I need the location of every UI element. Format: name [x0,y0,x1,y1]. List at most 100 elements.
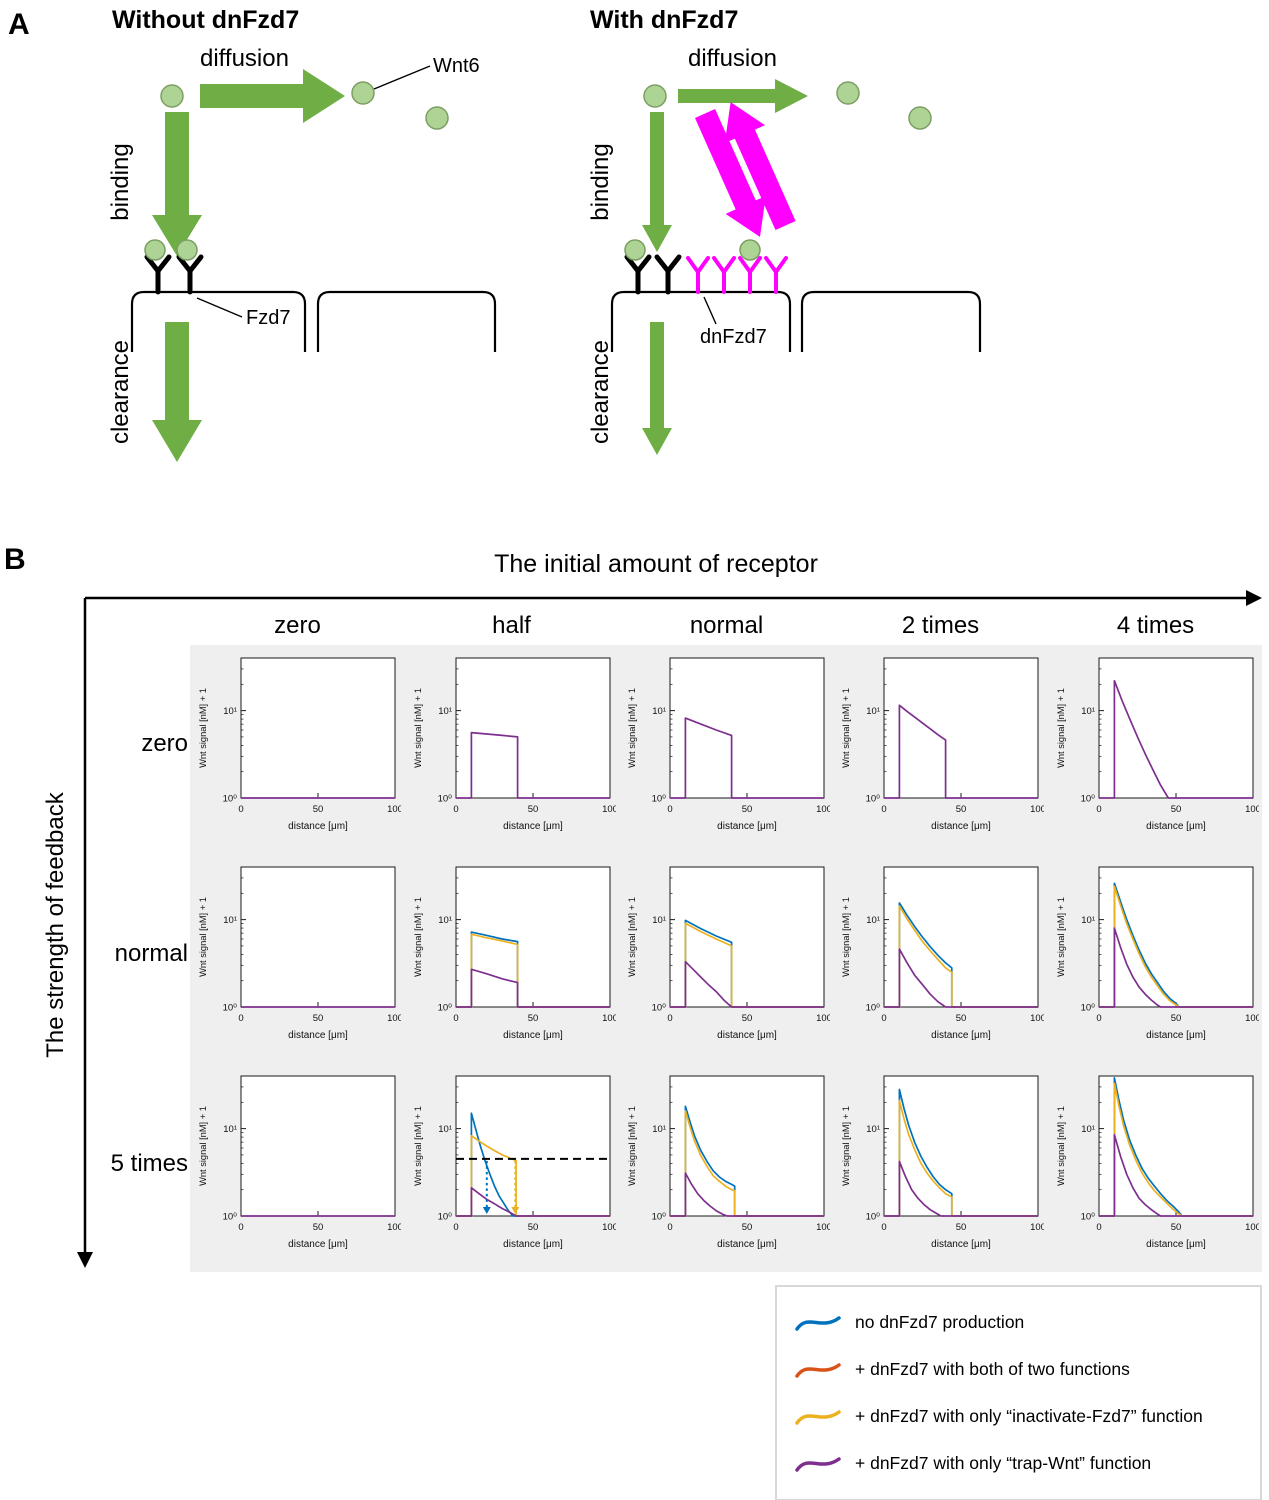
subplot-5times-normal: 10⁰ 10¹ 0 50 100 distance [μm] Wnt signal [nM]… [622,1068,832,1268]
x-tick-label: 100 [816,804,830,815]
diffusion-arrow [678,79,808,113]
y-tick-label: 10⁰ [866,1002,881,1013]
right-clearance-label: clearance [587,340,614,444]
x-tick-label: 50 [1170,804,1181,815]
right-title: With dnFzd7 [590,6,738,34]
legend-label: + dnFzd7 with only “inactivate-Fzd7” fun… [855,1406,1203,1426]
x-tick-label: 50 [527,804,538,815]
x-tick-label: 50 [1170,1222,1181,1233]
y-axis-label: Wnt signal [nM] + 1 [841,897,851,977]
column-axis-arrowhead [1246,590,1262,606]
chart-grid: 10⁰ 10¹ 0 50 100 distance [μm] Wnt signal [nM]… [190,645,1262,1272]
y-tick-label: 10¹ [223,706,237,717]
y-axis-label: Wnt signal [nM] + 1 [198,897,208,977]
y-tick-label: 10⁰ [437,793,452,804]
column-header-half: half [492,612,531,639]
series-line [1098,885,1253,1008]
x-axis-label: distance [μm] [932,1030,992,1041]
y-tick-label: 10¹ [867,915,881,926]
y-axis-label: Wnt signal [nM] + 1 [413,897,423,977]
y-tick-label: 10⁰ [866,793,881,804]
range-arrowhead [482,1206,491,1214]
y-axis-label: Wnt signal [nM] + 1 [627,1106,637,1186]
binding-arrow [152,112,202,256]
x-axis-label: distance [μm] [1146,821,1206,832]
x-tick-label: 50 [313,1222,324,1233]
y-tick-label: 10¹ [652,706,666,717]
series-line [1098,926,1253,1008]
series-line [669,1104,824,1217]
series-line [884,1099,1039,1217]
subplot-zero-zero: 10⁰ 10¹ 0 50 100 distance [μm] Wnt signal [nM]… [193,650,403,850]
x-tick-label: 100 [1030,1013,1044,1024]
plot-area [883,1075,1039,1216]
plot-area [455,657,611,798]
x-axis-label: distance [μm] [717,1239,777,1250]
wnt6-molecule [643,84,667,108]
left-title: Without dnFzd7 [112,6,299,34]
series-line [669,1109,824,1217]
y-axis-label: Wnt signal [nM] + 1 [413,1106,423,1186]
plot-area [455,866,611,1007]
x-tick-label: 100 [1030,804,1044,815]
subplot-zero-normal: 10⁰ 10¹ 0 50 100 distance [μm] Wnt signal [nM]… [622,650,832,850]
y-tick-label: 10⁰ [437,1211,452,1222]
column-axis-title: The initial amount of receptor [494,550,818,578]
legend-label: no dnFzd7 production [855,1312,1025,1332]
plot-area [240,657,396,798]
legend-marker [795,1315,841,1331]
cell-membrane [316,290,497,352]
dnfzd7-receptor [686,256,788,294]
left-diffusion-label: diffusion [200,45,289,72]
bound-wnt6-molecule [144,239,166,261]
x-tick-label: 0 [239,1013,244,1024]
bound-wnt6-molecule [624,239,646,261]
legend-item-1: + dnFzd7 with both of two functions [795,1346,1242,1393]
x-tick-label: 50 [527,1013,538,1024]
y-tick-label: 10⁰ [223,793,238,804]
dnfzd7-label: dnFzd7 [700,326,767,348]
x-axis-label: distance [μm] [288,1030,348,1041]
wnt6-pointer-line [373,65,431,90]
series-line [1098,1081,1253,1217]
right-diffusion-label: diffusion [688,45,777,72]
wnt6-molecule [351,81,375,105]
subplot-zero-2times: 10⁰ 10¹ 0 50 100 distance [μm] Wnt signal [nM]… [836,650,1046,850]
legend: no dnFzd7 production + dnFzd7 with both o… [775,1285,1262,1500]
x-tick-label: 50 [742,1222,753,1233]
x-tick-label: 100 [816,1013,830,1024]
binding-arrow [642,112,672,252]
y-tick-label: 10¹ [1081,915,1095,926]
x-axis-label: distance [μm] [503,821,563,832]
series-line [455,967,610,1008]
row-header-normal: normal [114,940,188,967]
x-tick-label: 50 [742,1013,753,1024]
plot-area [669,657,825,798]
series-line [1098,1076,1253,1217]
x-tick-label: 0 [239,1222,244,1233]
series-line [669,1171,824,1217]
right-binding-label: binding [587,143,614,220]
diffusion-arrow [200,69,345,123]
series-line [1098,1133,1253,1217]
y-tick-label: 10¹ [438,1124,452,1135]
x-tick-label: 0 [1096,1222,1101,1233]
x-tick-label: 50 [313,804,324,815]
x-axis-label: distance [μm] [717,821,777,832]
legend-item-0: no dnFzd7 production [795,1299,1242,1346]
clearance-arrow [642,322,672,455]
y-tick-label: 10¹ [867,1124,881,1135]
legend-label: + dnFzd7 with both of two functions [855,1359,1130,1379]
cell-membrane [610,290,792,352]
x-tick-label: 100 [1030,1222,1044,1233]
y-tick-label: 10⁰ [652,1211,667,1222]
wnt6-molecule [908,106,932,130]
range-arrowhead [510,1206,519,1214]
subplot-zero-half: 10⁰ 10¹ 0 50 100 distance [μm] Wnt signal [nM]… [408,650,618,850]
trap-release-arrows [695,102,796,237]
row-header-5times: 5 times [110,1150,188,1177]
y-axis-label: Wnt signal [nM] + 1 [1056,897,1066,977]
bound-wnt6-molecule [739,239,761,261]
wnt6-molecule [836,81,860,105]
